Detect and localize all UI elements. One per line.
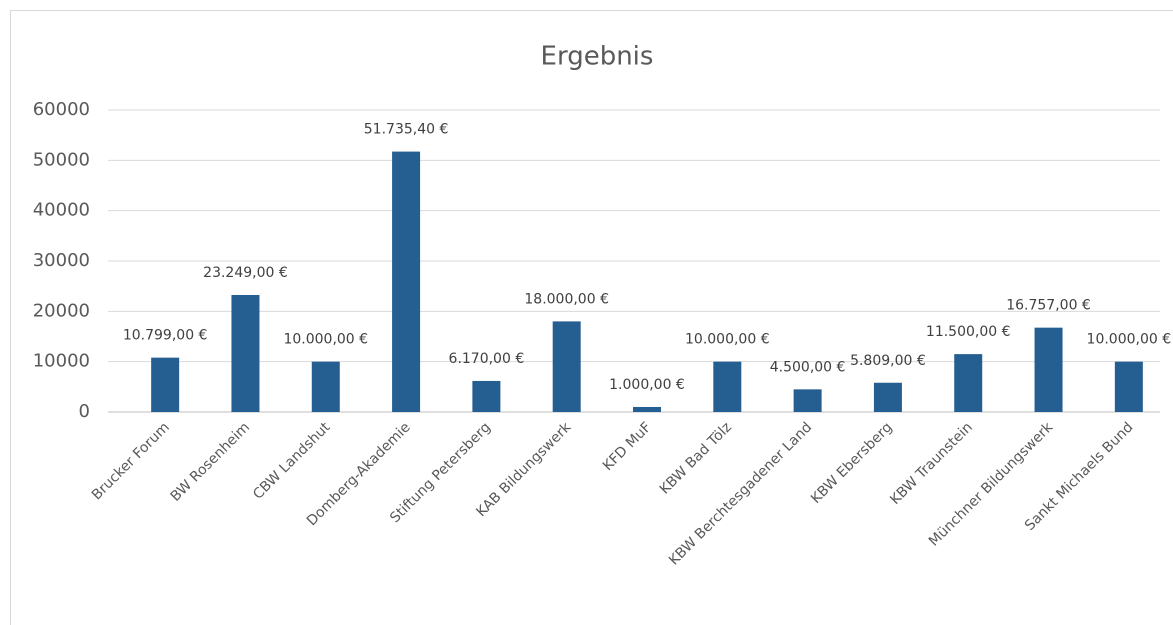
y-tick-label: 60000	[33, 99, 90, 120]
bar	[954, 354, 983, 412]
bar	[392, 151, 421, 412]
data-label: 1.000,00 €	[609, 377, 685, 393]
y-tick-label: 30000	[33, 250, 90, 271]
bar	[151, 357, 180, 412]
bar	[793, 389, 822, 412]
bar	[713, 361, 742, 412]
data-label: 10.000,00 €	[685, 332, 770, 348]
bar	[633, 406, 661, 412]
data-label: 6.170,00 €	[449, 351, 525, 367]
data-label: 5.809,00 €	[850, 353, 926, 369]
bar	[472, 380, 501, 412]
chart-frame	[10, 10, 1173, 625]
bar	[1034, 327, 1063, 412]
bar	[552, 321, 581, 412]
chart-title: Ergebnis	[541, 42, 654, 72]
data-label: 10.799,00 €	[123, 328, 208, 344]
y-tick-label: 20000	[33, 300, 90, 321]
bar	[311, 361, 340, 412]
bar	[231, 294, 260, 412]
data-label: 10.000,00 €	[1087, 332, 1172, 348]
y-tick-label: 40000	[33, 200, 90, 221]
data-label: 16.757,00 €	[1006, 298, 1091, 314]
data-label: 18.000,00 €	[524, 291, 609, 307]
data-label: 51.735,40 €	[364, 122, 449, 138]
data-label: 4.500,00 €	[770, 359, 846, 375]
data-label: 23.249,00 €	[203, 265, 288, 281]
bar	[1114, 361, 1143, 412]
y-tick-label: 10000	[33, 351, 90, 372]
y-tick-label: 50000	[33, 149, 90, 170]
data-label: 11.500,00 €	[926, 324, 1011, 340]
data-label: 10.000,00 €	[283, 332, 368, 348]
y-tick-label: 0	[79, 401, 90, 422]
bar	[873, 382, 902, 412]
